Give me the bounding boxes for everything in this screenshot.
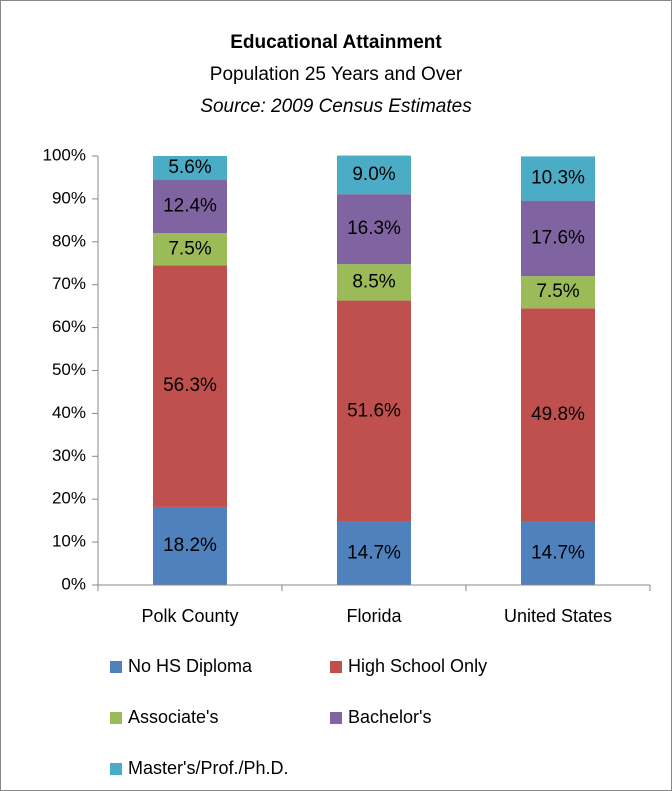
- data-label: 14.7%: [531, 542, 585, 563]
- data-label: 17.6%: [531, 227, 585, 248]
- chart-subtitle: Population 25 Years and Over: [210, 64, 463, 85]
- data-label: 10.3%: [531, 168, 585, 189]
- y-tick-label: 40%: [52, 403, 86, 422]
- bar-segment: [521, 156, 595, 201]
- y-tick-label: 100%: [43, 145, 86, 164]
- bar-segment: [337, 155, 411, 195]
- data-label: 51.6%: [347, 400, 401, 421]
- bar-segment: [337, 521, 411, 585]
- y-tick-label: 20%: [52, 489, 86, 508]
- bar-segment: [521, 521, 595, 585]
- chart-title: Educational Attainment: [230, 32, 442, 53]
- bar-segment: [521, 276, 595, 309]
- bar-segment: [153, 506, 227, 585]
- data-label: 9.0%: [352, 164, 395, 185]
- legend-swatch: [330, 712, 342, 724]
- y-tick-label: 10%: [52, 532, 86, 551]
- bar-segment: [521, 200, 595, 277]
- data-label: 49.8%: [531, 404, 585, 425]
- x-tick-label: Polk County: [141, 606, 238, 626]
- bar-segment: [337, 194, 411, 265]
- data-label: 12.4%: [163, 196, 217, 217]
- data-label: 56.3%: [163, 375, 217, 396]
- data-label: 8.5%: [352, 271, 395, 292]
- y-tick-label: 30%: [52, 446, 86, 465]
- data-label: 5.6%: [168, 157, 211, 178]
- bar-segment: [337, 300, 411, 522]
- legend-swatch: [110, 661, 122, 673]
- y-tick-label: 70%: [52, 274, 86, 293]
- bar-segment: [337, 264, 411, 301]
- bar-segment: [153, 180, 227, 234]
- chart-source: Source: 2009 Census Estimates: [200, 96, 472, 117]
- legend-label: High School Only: [348, 656, 487, 676]
- x-tick-label: United States: [504, 606, 612, 626]
- y-tick-label: 0%: [61, 574, 86, 593]
- y-tick-label: 50%: [52, 360, 86, 379]
- legend-swatch: [110, 712, 122, 724]
- data-label: 7.5%: [536, 281, 579, 302]
- bar-segment: [153, 156, 227, 181]
- bar-segment: [153, 233, 227, 266]
- legend-label: No HS Diploma: [128, 656, 253, 676]
- y-tick-label: 60%: [52, 317, 86, 336]
- legend-label: Master's/Prof./Ph.D.: [128, 758, 288, 778]
- bar-segment: [521, 308, 595, 522]
- data-label: 16.3%: [347, 218, 401, 239]
- legend-swatch: [110, 763, 122, 775]
- data-label: 14.7%: [347, 542, 401, 563]
- bar-segment: [153, 265, 227, 507]
- y-tick-label: 90%: [52, 188, 86, 207]
- x-tick-label: Florida: [346, 606, 402, 626]
- data-label: 7.5%: [168, 238, 211, 259]
- data-label: 18.2%: [163, 535, 217, 556]
- legend-swatch: [330, 661, 342, 673]
- y-tick-label: 80%: [52, 231, 86, 250]
- legend-label: Bachelor's: [348, 707, 431, 727]
- legend-label: Associate's: [128, 707, 218, 727]
